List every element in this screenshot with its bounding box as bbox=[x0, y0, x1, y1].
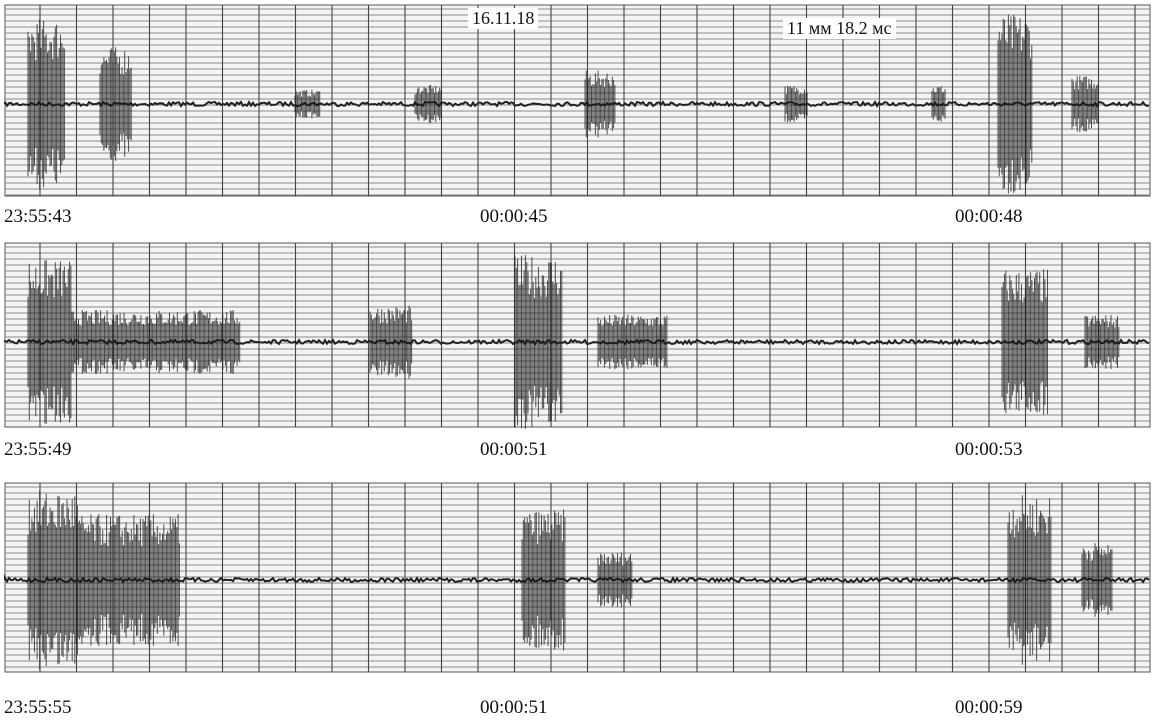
signal-burst bbox=[414, 84, 442, 124]
signal-burst bbox=[1071, 76, 1099, 132]
signal-burst bbox=[784, 85, 808, 123]
strip-background bbox=[4, 4, 1151, 197]
time-label: 00:00:45 bbox=[480, 206, 548, 227]
signal-trace bbox=[4, 99, 1150, 109]
signal-burst bbox=[71, 310, 241, 374]
signal-burst bbox=[1001, 269, 1048, 415]
signal-burst bbox=[99, 47, 132, 161]
time-label: 00:00:53 bbox=[955, 439, 1023, 460]
signal-burst bbox=[514, 255, 563, 429]
strip bbox=[3, 482, 1151, 673]
signal-burst bbox=[597, 314, 668, 370]
signal-burst bbox=[931, 86, 946, 122]
date-label: 16.11.18 bbox=[468, 8, 539, 29]
strip-background bbox=[4, 482, 1151, 673]
time-label: 23:55:55 bbox=[4, 697, 72, 718]
time-label: 23:55:43 bbox=[4, 206, 72, 227]
signal-burst bbox=[369, 305, 413, 379]
scale-label: 11 мм 18.2 мс bbox=[783, 18, 896, 39]
time-label: 00:00:51 bbox=[480, 439, 548, 460]
time-label: 23:55:49 bbox=[4, 439, 72, 460]
signal-burst bbox=[77, 514, 180, 646]
signal-burst bbox=[521, 509, 566, 651]
strip bbox=[4, 242, 1151, 429]
signal-burst bbox=[997, 14, 1033, 194]
signal-burst bbox=[27, 260, 72, 424]
strip bbox=[4, 4, 1151, 197]
signal-burst bbox=[1007, 495, 1052, 665]
signal-trace bbox=[3, 574, 1150, 584]
signal-burst bbox=[1081, 543, 1113, 617]
signal-burst bbox=[27, 19, 65, 189]
signal-burst bbox=[27, 490, 78, 670]
time-label: 00:00:48 bbox=[955, 206, 1023, 227]
signal-burst bbox=[294, 89, 321, 119]
signal-burst bbox=[597, 552, 633, 608]
signal-burst bbox=[1084, 315, 1120, 369]
time-label: 00:00:59 bbox=[955, 697, 1023, 718]
signal-burst bbox=[584, 70, 616, 138]
time-label: 00:00:51 bbox=[480, 697, 548, 718]
